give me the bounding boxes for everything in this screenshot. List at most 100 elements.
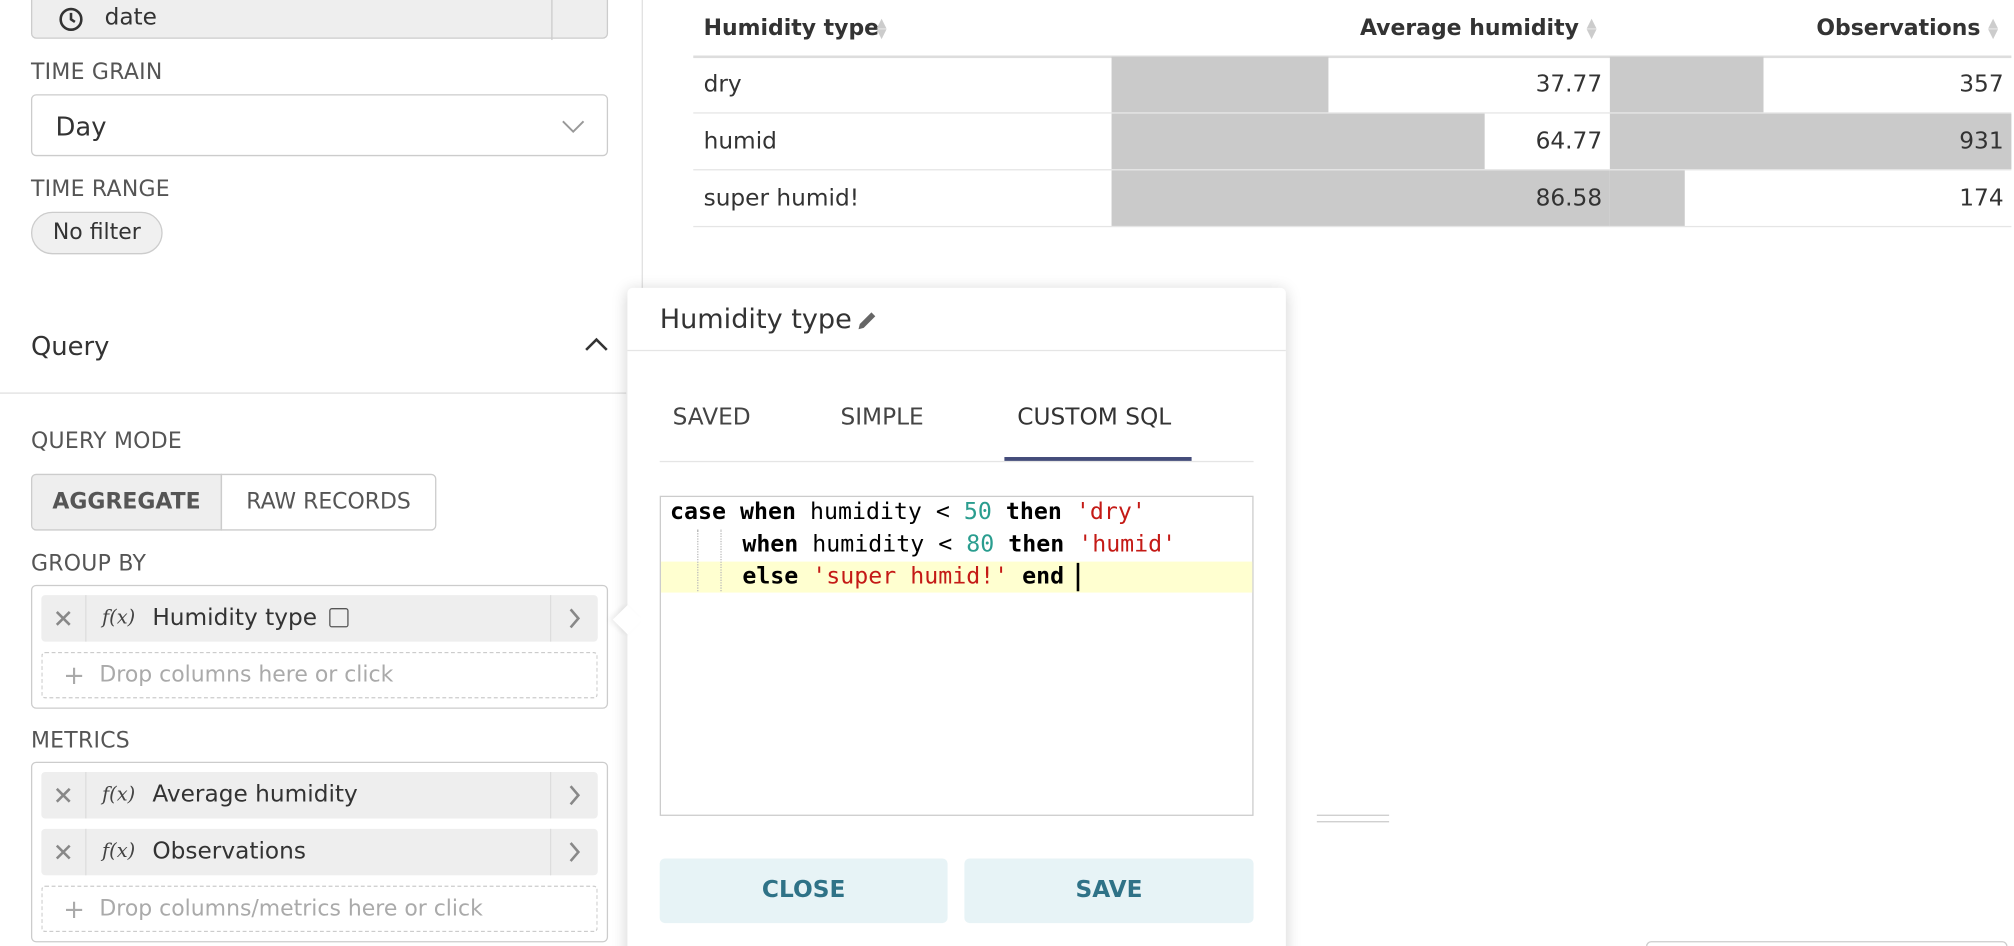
button-label: SAVE: [1075, 876, 1143, 904]
mode: RAW RECORDS: [246, 489, 411, 516]
section-title: Query: [30, 330, 110, 362]
decor: [1646, 941, 2008, 946]
cell: dry: [703, 71, 742, 99]
row: [693, 57, 2012, 114]
save-button[interactable]: SAVE: [964, 858, 1254, 924]
code-line: else 'super humid!' end: [742, 562, 1065, 590]
cell-bar: [1111, 170, 1610, 226]
cell-bar: [1609, 170, 1685, 226]
cell-bar: [1609, 113, 2012, 170]
popover: [627, 287, 1286, 946]
sort-icon: ▲ ▼: [1988, 16, 1999, 42]
drop-zone[interactable]: Drop columns here or click: [41, 651, 598, 699]
edit-icon[interactable]: [855, 307, 881, 333]
plus-icon: +: [63, 893, 85, 925]
remove-icon[interactable]: [55, 611, 71, 626]
row: [693, 170, 2012, 228]
separator: [549, 595, 552, 642]
separator: [85, 595, 87, 642]
separator: [85, 828, 87, 876]
column-name: Observations: [152, 837, 306, 865]
column-item[interactable]: [41, 828, 598, 876]
chevron: [562, 120, 585, 134]
cell-bar: [1111, 113, 1485, 170]
plus-icon: +: [63, 659, 85, 691]
drop-text: Drop columns/metrics here or click: [99, 895, 483, 922]
cell: humid: [703, 127, 777, 155]
mode-button[interactable]: AGGREGATE: [30, 473, 223, 531]
collapse-icon[interactable]: [585, 337, 608, 352]
clock-icon: [59, 7, 83, 31]
time-column: date: [104, 3, 157, 31]
separator: [85, 772, 87, 819]
time-column-select[interactable]: date: [30, 0, 609, 41]
tab[interactable]: SAVED: [672, 404, 751, 432]
header-border: [693, 55, 2012, 59]
decor: [1316, 821, 1390, 823]
divider: [627, 349, 1286, 352]
function-icon: f(x): [101, 839, 136, 863]
column-header[interactable]: Average humidity: [1359, 15, 1579, 42]
active-line: [660, 561, 1253, 593]
decor: [1316, 814, 1390, 816]
cell: 86.58: [1535, 184, 1603, 212]
time-range: No filter: [52, 219, 141, 246]
divider: [659, 460, 1254, 463]
cell: super humid!: [703, 184, 860, 212]
remove-icon[interactable]: [55, 844, 71, 860]
column-header[interactable]: Observations: [1816, 15, 1981, 42]
calc-icon: [329, 608, 349, 628]
tab[interactable]: CUSTOM SQL: [1017, 404, 1172, 432]
sort-icon: ▲ ▼: [1586, 16, 1597, 42]
label: TIME GRAIN: [30, 59, 163, 86]
tab-underline: [1004, 457, 1192, 461]
label: METRICS: [30, 728, 130, 754]
row: [693, 114, 2012, 171]
column-item[interactable]: [41, 595, 598, 642]
function-icon: f(x): [101, 605, 136, 629]
chevron: [569, 608, 581, 629]
code-line: case when humidity < 50 then 'dry': [670, 498, 1146, 526]
indent-guide: [697, 529, 699, 592]
divider: [0, 392, 627, 394]
column-item[interactable]: [41, 772, 598, 819]
button-label: CLOSE: [761, 876, 846, 904]
function-icon: f(x): [101, 782, 136, 806]
separator: [549, 828, 552, 876]
code-editor[interactable]: [659, 495, 1254, 816]
cell: 64.77: [1535, 127, 1603, 155]
column-header[interactable]: Humidity type: [703, 15, 880, 42]
code-line: when humidity < 80 then 'humid': [742, 530, 1177, 558]
popover-title[interactable]: Humidity type: [659, 303, 852, 335]
cell: 357: [1959, 71, 2004, 99]
cell: 37.77: [1535, 71, 1603, 99]
indent-guide: [720, 529, 722, 592]
time-grain: Day: [55, 111, 107, 143]
cell-bar: [1609, 56, 1764, 113]
time-grain-select[interactable]: Day: [30, 94, 609, 157]
cell: 931: [1959, 127, 2004, 155]
cursor: [1076, 562, 1080, 592]
label: QUERY MODE: [30, 428, 182, 455]
drop-text: Drop columns here or click: [99, 662, 394, 689]
time-range-pill[interactable]: No filter: [30, 211, 163, 255]
column-name: Average humidity: [152, 781, 358, 809]
chevron: [569, 842, 581, 862]
chevron: [569, 785, 581, 806]
separator: [549, 772, 552, 819]
mode: AGGREGATE: [52, 489, 201, 516]
cell-bar: [1111, 56, 1329, 113]
cell: 174: [1959, 184, 2004, 212]
drop-zone[interactable]: Drop columns/metrics here or click: [41, 885, 598, 933]
close-button[interactable]: CLOSE: [659, 858, 948, 924]
label: TIME RANGE: [30, 176, 170, 203]
label: GROUP BY: [30, 551, 147, 578]
tab[interactable]: SIMPLE: [840, 404, 924, 432]
sort-icon: ▲ ▼: [876, 16, 887, 42]
remove-icon[interactable]: [55, 787, 71, 803]
sep: [551, 0, 553, 41]
column-name: Humidity type: [152, 604, 318, 632]
mode-button[interactable]: RAW RECORDS: [220, 473, 437, 531]
